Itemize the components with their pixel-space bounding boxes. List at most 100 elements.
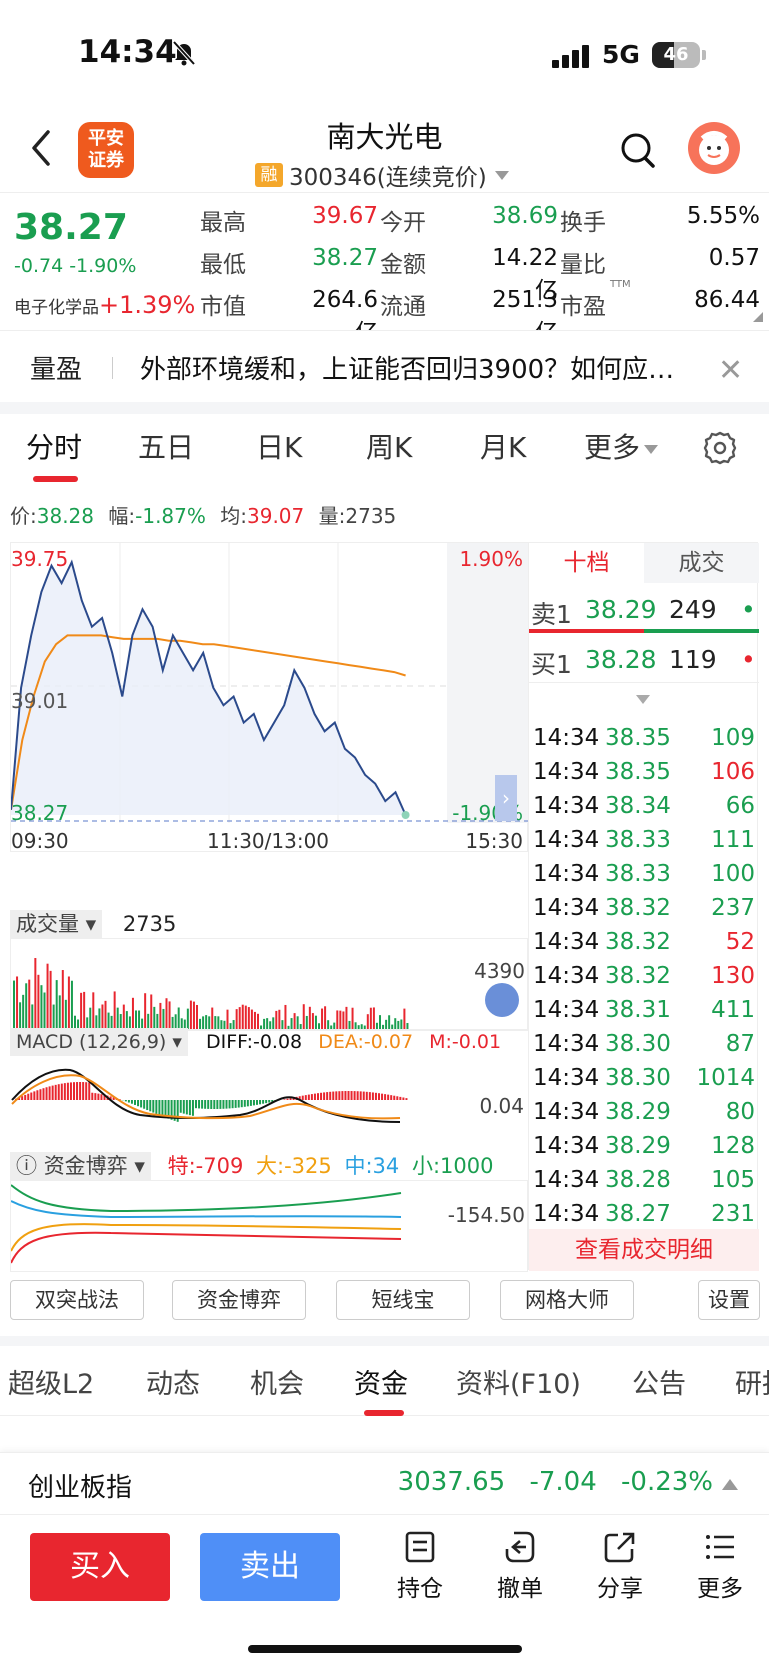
more-button[interactable]: 更多 bbox=[680, 1529, 760, 1603]
battery-icon: 46 bbox=[652, 42, 700, 68]
macd-bar bbox=[234, 1100, 237, 1108]
volume-bar bbox=[266, 1018, 269, 1029]
buy-button[interactable]: 买入 bbox=[30, 1533, 170, 1601]
tab-opportunity[interactable]: 机会 bbox=[250, 1369, 304, 1400]
chevron-up-icon[interactable] bbox=[722, 1479, 738, 1490]
quote-label: 市盈 bbox=[560, 294, 606, 320]
volume-bar bbox=[131, 997, 134, 1029]
volume-bar bbox=[186, 1008, 189, 1029]
macd-bar bbox=[54, 1084, 57, 1100]
news-banner[interactable]: 量盈 外部环境缓和，上证能否回归3900？如何应对？ ✕ bbox=[0, 330, 769, 402]
volume-bar bbox=[199, 1018, 202, 1029]
assistant-avatar-icon[interactable] bbox=[688, 122, 740, 174]
price-line bbox=[11, 559, 407, 816]
back-arrow-icon[interactable] bbox=[28, 128, 54, 172]
price-label: 价: bbox=[10, 504, 37, 528]
macd-bar bbox=[179, 1100, 182, 1113]
index-name: 创业板指 bbox=[28, 1473, 133, 1503]
volume-bar bbox=[16, 976, 19, 1029]
tool-short-line[interactable]: 短线宝 bbox=[336, 1280, 470, 1320]
tab-f10[interactable]: 资料(F10) bbox=[456, 1369, 581, 1400]
volume-bar bbox=[275, 1010, 278, 1029]
tab-fund[interactable]: 资金 bbox=[354, 1369, 408, 1400]
volume-bar bbox=[247, 1007, 250, 1029]
tab-research[interactable]: 研报 bbox=[735, 1369, 769, 1400]
volume-header: 成交量 ▾ 2735 bbox=[10, 908, 528, 938]
tick-volume: 100 bbox=[711, 861, 755, 887]
volume-bar bbox=[34, 958, 37, 1029]
tab-monthly-k[interactable]: 月K bbox=[480, 431, 527, 464]
bid-row: 买1 38.28 119 • bbox=[529, 635, 759, 683]
macd-selector[interactable]: MACD (12,26,9) ▾ bbox=[10, 1028, 188, 1056]
volume-bar bbox=[342, 1011, 345, 1029]
tab-five-day[interactable]: 五日 bbox=[138, 431, 195, 464]
tab-daily-k[interactable]: 日K bbox=[256, 431, 303, 464]
search-icon[interactable] bbox=[618, 130, 658, 174]
sell-button[interactable]: 卖出 bbox=[200, 1533, 340, 1601]
volume-bar bbox=[28, 979, 31, 1029]
macd-bar bbox=[323, 1092, 326, 1100]
expand-panel-icon[interactable]: › bbox=[495, 775, 517, 821]
x-label-open: 09:30 bbox=[11, 829, 69, 853]
chevron-down-icon[interactable] bbox=[636, 695, 650, 704]
index-ticker[interactable]: 创业板指 3037.65 -7.04 -0.23% bbox=[0, 1452, 769, 1514]
gear-icon[interactable] bbox=[702, 430, 738, 470]
volume-bar bbox=[241, 1004, 244, 1029]
stock-code-selector[interactable]: 融 300346(连续竞价) bbox=[255, 158, 509, 192]
bottom-action-bar: 买入 卖出 持仓 撤单 分享 更多 bbox=[0, 1514, 769, 1665]
share-button[interactable]: 分享 bbox=[580, 1529, 660, 1603]
home-indicator[interactable] bbox=[248, 1645, 522, 1653]
volume-bar bbox=[375, 1022, 378, 1029]
tab-more[interactable]: 更多 bbox=[584, 426, 659, 466]
tab-news[interactable]: 动态 bbox=[146, 1369, 200, 1400]
tab-intraday[interactable]: 分时 bbox=[26, 431, 83, 464]
macd-bar bbox=[158, 1100, 161, 1116]
news-headline[interactable]: 外部环境缓和，上证能否回归3900？如何应对？ bbox=[140, 355, 685, 385]
volume-bar bbox=[354, 1022, 357, 1029]
tool-grid-master[interactable]: 网格大师 bbox=[500, 1280, 634, 1320]
fund-da: 大:-325 bbox=[256, 1154, 332, 1178]
volume-bar bbox=[122, 1004, 125, 1029]
intraday-chart[interactable]: 39.75 39.01 38.27 1.90% -1.90% 09:30 11:… bbox=[10, 542, 529, 853]
volume-selector[interactable]: 成交量 ▾ bbox=[10, 910, 103, 938]
macd-bar bbox=[164, 1100, 167, 1118]
tool-double-breakout[interactable]: 双突战法 bbox=[10, 1280, 144, 1320]
positions-button[interactable]: 持仓 bbox=[380, 1529, 460, 1603]
tool-settings[interactable]: 设置 bbox=[698, 1280, 760, 1320]
macd-bar bbox=[103, 1094, 106, 1100]
tab-announcement[interactable]: 公告 bbox=[632, 1369, 686, 1400]
macd-bar bbox=[155, 1100, 158, 1114]
broker-logo[interactable]: 平安 证券 bbox=[78, 122, 134, 178]
view-trade-detail-button[interactable]: 查看成交明细 bbox=[529, 1229, 759, 1271]
info-avg: 39.07 bbox=[247, 504, 305, 528]
macd-bar bbox=[170, 1100, 173, 1120]
volume-bar bbox=[244, 1005, 247, 1029]
volume-bar bbox=[171, 1016, 174, 1029]
volume-bar bbox=[61, 970, 64, 1029]
tab-super-l2[interactable]: 超级L2 bbox=[8, 1369, 95, 1400]
macd-bar bbox=[240, 1100, 243, 1108]
tab-trades[interactable]: 成交 bbox=[644, 543, 759, 583]
volume-bar bbox=[293, 1013, 296, 1029]
x-label-close: 15:30 bbox=[465, 829, 523, 853]
fund-selector[interactable]: ⓘ 资金博弈 ▾ bbox=[10, 1152, 151, 1180]
volume-bar bbox=[43, 992, 46, 1029]
volume-bar bbox=[229, 1023, 232, 1029]
volume-bar bbox=[138, 1010, 141, 1029]
sector-info[interactable]: 电子化学品+1.39% bbox=[14, 291, 195, 319]
close-icon[interactable]: ✕ bbox=[718, 353, 744, 388]
tab-level10[interactable]: 十档 bbox=[563, 550, 610, 576]
order-book: 十档 成交 卖1 38.29 249 • 买1 38.28 119 • 14:3… bbox=[528, 542, 759, 1271]
expand-corner-icon[interactable] bbox=[753, 312, 763, 322]
macd-bar bbox=[66, 1082, 69, 1100]
macd-bar bbox=[265, 1100, 268, 1104]
volume-bar bbox=[327, 1020, 330, 1029]
macd-bar bbox=[228, 1100, 231, 1109]
tab-weekly-k[interactable]: 周K bbox=[366, 431, 413, 464]
fullscreen-icon[interactable] bbox=[485, 983, 519, 1017]
macd-bar bbox=[259, 1100, 262, 1105]
cancel-order-button[interactable]: 撤单 bbox=[480, 1529, 560, 1603]
macd-bar bbox=[88, 1082, 91, 1100]
macd-bar bbox=[268, 1100, 271, 1103]
tool-fund-game[interactable]: 资金博弈 bbox=[172, 1280, 306, 1320]
